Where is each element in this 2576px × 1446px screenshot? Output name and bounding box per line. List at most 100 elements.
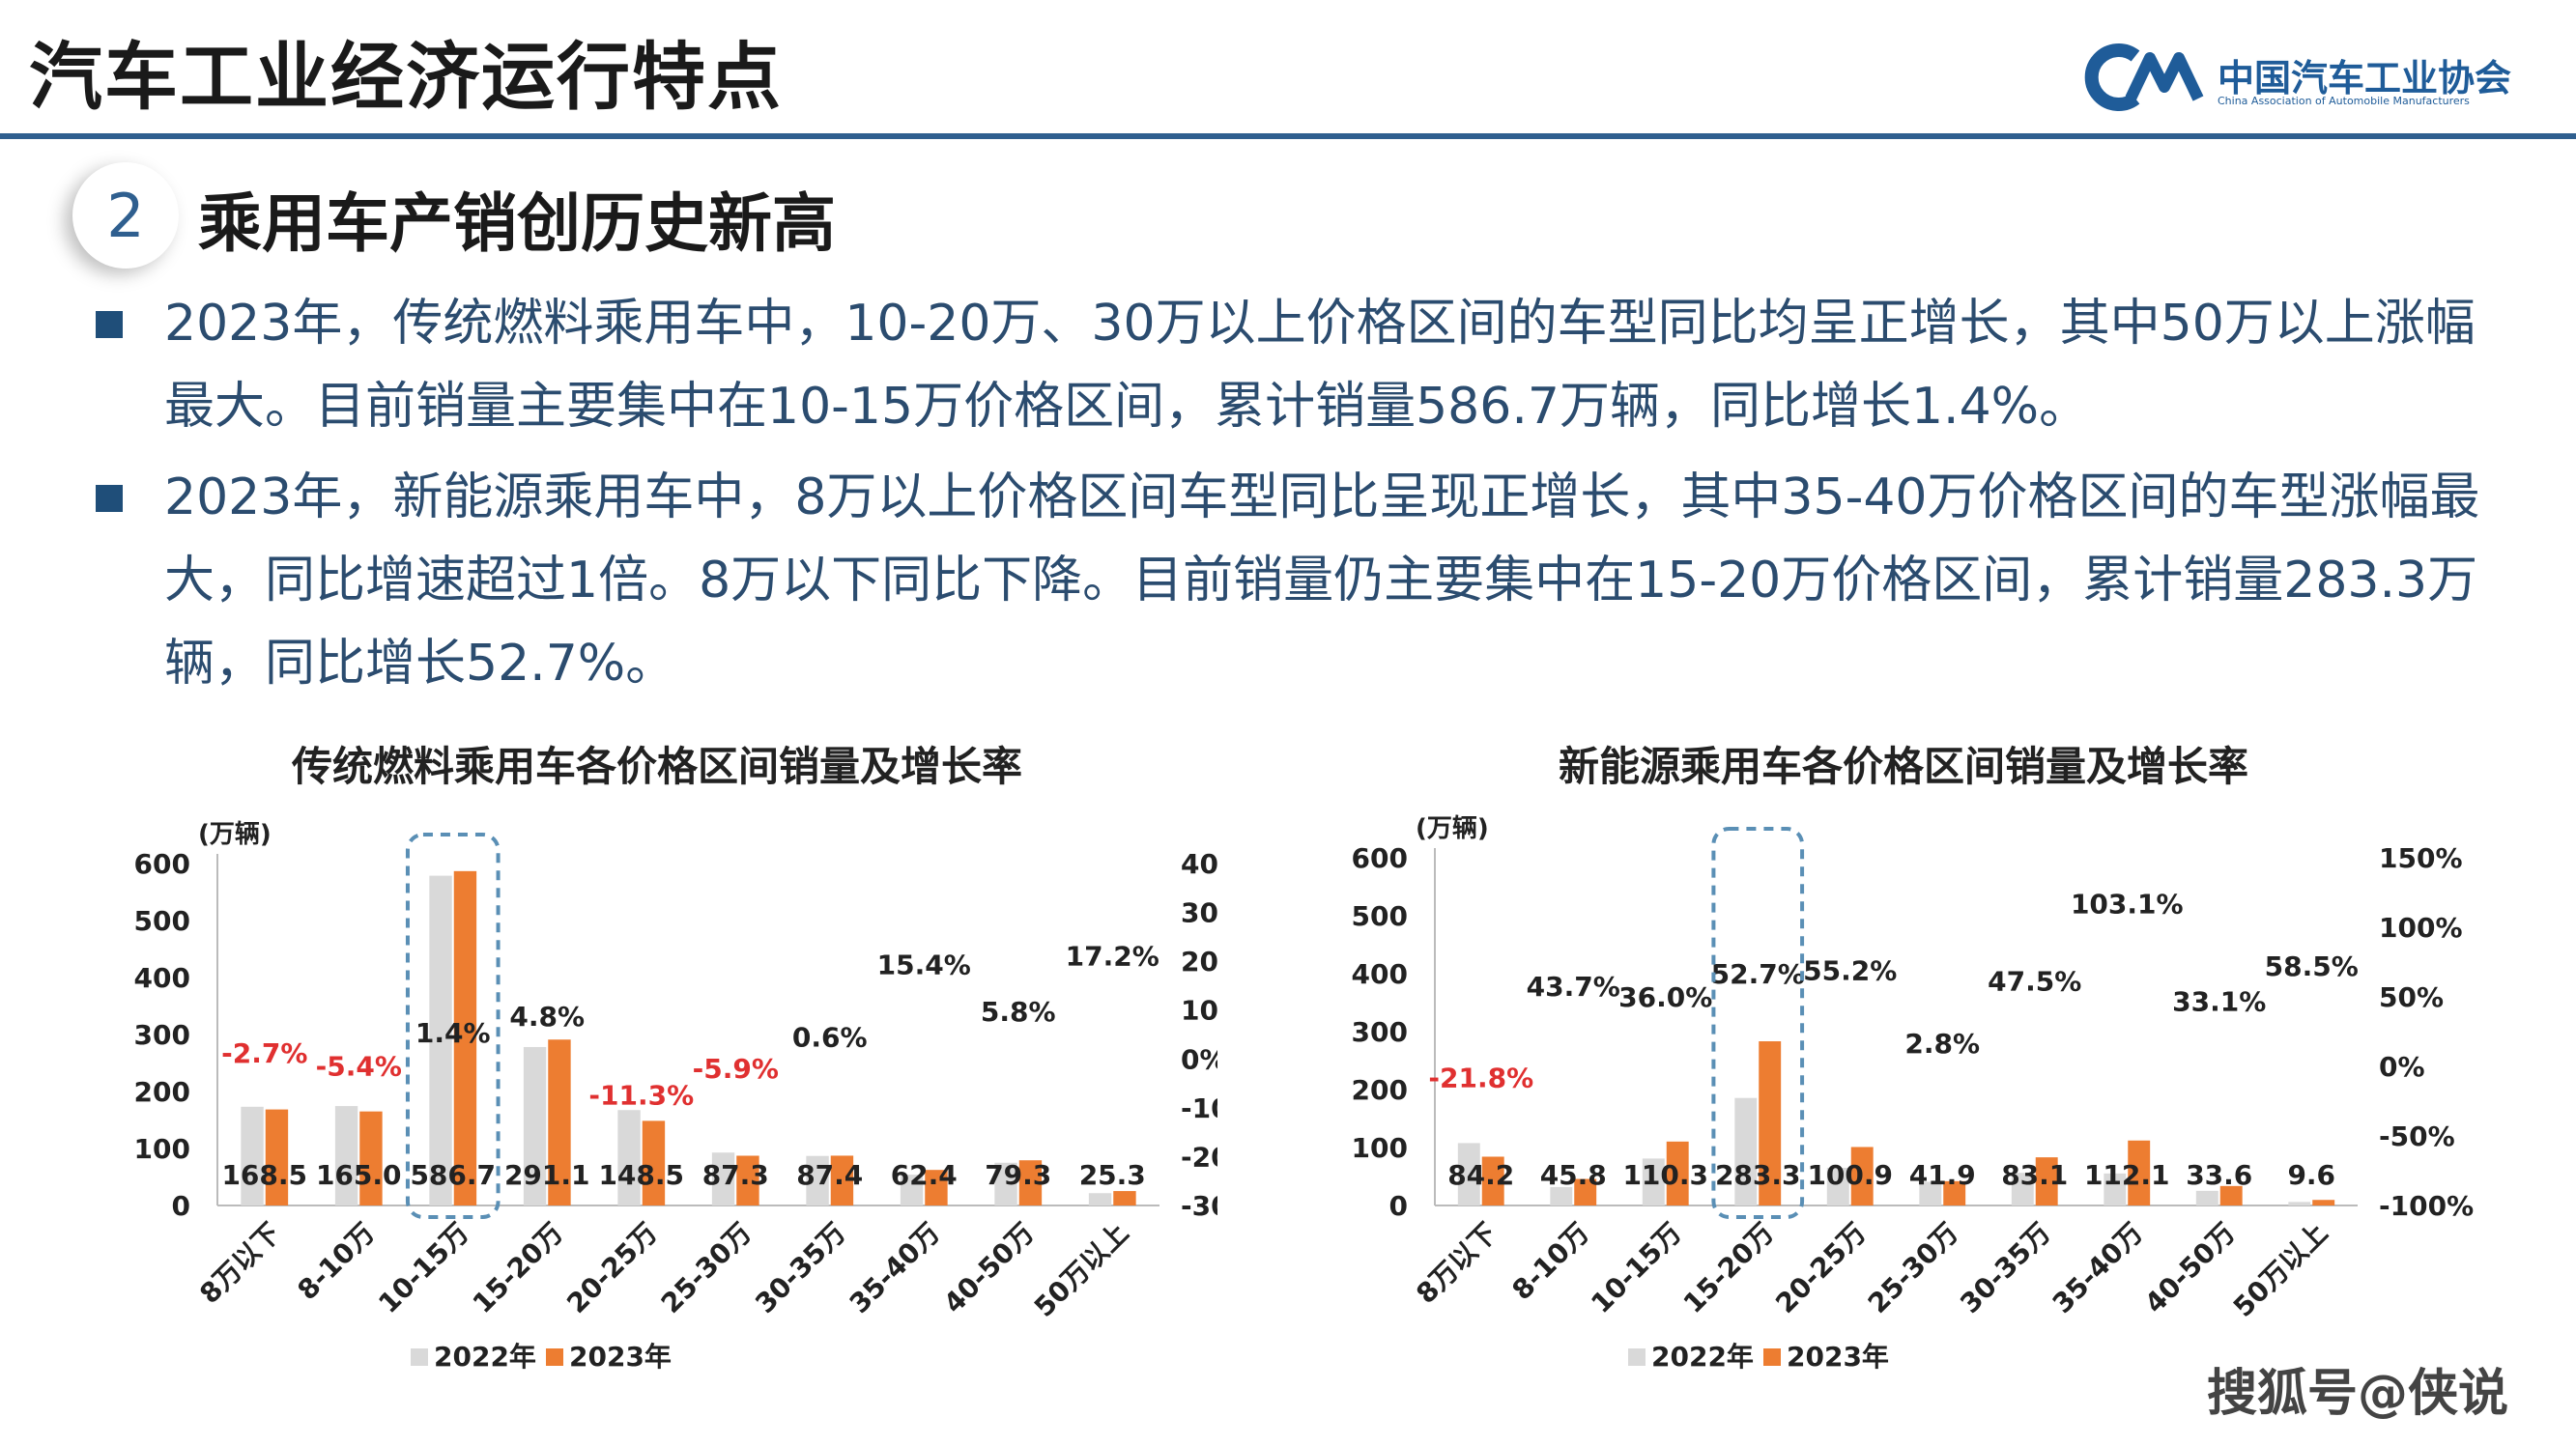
bar-value-label: 41.9 [1909, 1159, 1976, 1191]
logo-text-en: China Association of Automobile Manufact… [2218, 95, 2470, 107]
y2-tick-label: -30% [1181, 1190, 1217, 1222]
growth-rate-label: 58.5% [2265, 950, 2359, 982]
y-tick-label: 300 [134, 1019, 190, 1051]
bar-2022 [1919, 1181, 1942, 1205]
growth-rate-label: 2.8% [1904, 1028, 1980, 1060]
bar-2023 [453, 870, 477, 1205]
bar-value-label: 148.5 [598, 1159, 684, 1191]
bar-2023 [1018, 1160, 1043, 1205]
bar-2022 [994, 1162, 1017, 1205]
growth-rate-label: 4.8% [509, 1001, 585, 1033]
bullet-item: 2023年，新能源乘用车中，8万以上价格区间车型同比呈现正增长，其中35-40万… [92, 456, 2507, 705]
growth-rate-label: 17.2% [1066, 940, 1159, 972]
bar-2022 [2288, 1202, 2311, 1205]
y2-tick-label: 0% [2379, 1051, 2425, 1083]
x-tick-label: 8万以下 [193, 1217, 287, 1311]
x-tick-label: 8-10万 [1506, 1217, 1596, 1307]
x-tick-label: 15-20万 [467, 1217, 569, 1319]
growth-rate-label: -21.8% [1428, 1062, 1533, 1093]
chart-svg: (万辆) 0 100 200 300 400 500 600 -30% -20% -10% 0% 10%… [134, 820, 1217, 1373]
bar-2022 [523, 1046, 547, 1205]
section-title: 乘用车产销创历史新高 [198, 186, 836, 261]
x-tick-label: 40-50万 [2138, 1217, 2241, 1319]
x-tick-label: 20-25万 [560, 1217, 663, 1319]
growth-rate-label: 47.5% [1988, 966, 2081, 998]
growth-rate-label: -5.9% [693, 1053, 779, 1085]
y2-tick-label: -10% [1181, 1092, 1217, 1124]
bar-2023 [1666, 1141, 1689, 1205]
y2-tick-label: 40% [1181, 848, 1217, 880]
growth-rate-label: -2.7% [221, 1037, 307, 1069]
bar-2022 [1642, 1158, 1665, 1205]
y2-tick-label: 20% [1181, 946, 1217, 978]
y2-tick-label: -20% [1181, 1141, 1217, 1173]
bar-value-label: 586.7 [410, 1159, 496, 1191]
bullet-list: 2023年，传统燃料乘用车中，10-20万、30万以上价格区间的车型同比均呈正增… [92, 282, 2507, 713]
bar-2022 [2195, 1190, 2218, 1205]
chart-traditional-fuel: 传统燃料乘用车各价格区间销量及增长率 (万辆) 0 100 200 300 400 500 6… [97, 734, 1217, 1410]
bar-2023 [642, 1120, 666, 1205]
legend-swatch-2023 [1763, 1348, 1781, 1366]
y-tick-label: 600 [134, 848, 190, 880]
x-tick-label: 25-30万 [1862, 1217, 1964, 1319]
bar-2022 [2104, 1173, 2127, 1205]
bar-2023 [1943, 1180, 1966, 1205]
bullet-text: 2023年，新能源乘用车中，8万以上价格区间车型同比呈现正增长，其中35-40万… [164, 468, 2480, 693]
bar-value-label: 62.4 [891, 1159, 958, 1191]
bullet-square-icon [96, 311, 123, 338]
growth-rate-label: 33.1% [2172, 985, 2266, 1017]
y-tick-label: 400 [134, 962, 190, 994]
growth-rate-label: 52.7% [1711, 958, 1805, 990]
y-tick-label: 100 [1352, 1132, 1408, 1164]
bar-2022 [617, 1110, 641, 1205]
bar-2023 [925, 1170, 948, 1205]
section-number: 2 [72, 162, 179, 269]
y2-tick-label: 0% [1181, 1043, 1217, 1075]
legend-swatch-2022 [411, 1348, 428, 1366]
x-tick-label: 20-25万 [1769, 1217, 1872, 1319]
y2-tick-label: 50% [2379, 981, 2444, 1013]
chart-svg: (万辆) 0 100 200 300 400 500 600 -100% -50% 0% 50% 100… [1352, 814, 2475, 1373]
legend-label-2023: 2023年 [569, 1341, 672, 1373]
legend-label-2022: 2022年 [1651, 1341, 1754, 1373]
growth-rate-label: 1.4% [415, 1017, 491, 1049]
x-tick-label: 8万以下 [1410, 1217, 1503, 1311]
x-tick-label: 15-20万 [1677, 1217, 1780, 1319]
bar-2022 [334, 1106, 358, 1205]
chart-new-energy: 新能源乘用车各价格区间销量及增长率 (万辆) 0 100 200 300 400 500 60… [1324, 734, 2483, 1410]
y2-tick-label: 30% [1181, 897, 1217, 929]
bar-2023 [265, 1109, 289, 1205]
y-tick-label: 300 [1352, 1016, 1408, 1048]
y-axis-unit-label: (万辆) [198, 820, 272, 849]
chart-title: 传统燃料乘用车各价格区间销量及增长率 [291, 743, 1022, 790]
bar-2022 [1734, 1097, 1758, 1205]
y-tick-label: 0 [172, 1190, 190, 1222]
legend-label-2022: 2022年 [434, 1341, 536, 1373]
x-tick-label: 10-15万 [1585, 1217, 1687, 1319]
bullet-text: 2023年，传统燃料乘用车中，10-20万、30万以上价格区间的车型同比均呈正增… [164, 295, 2476, 436]
bar-value-label: 87.4 [796, 1159, 863, 1191]
chart-title: 新能源乘用车各价格区间销量及增长率 [1558, 743, 2248, 790]
legend-swatch-2023 [546, 1348, 563, 1366]
bar-value-label: 110.3 [1622, 1159, 1708, 1191]
page-title: 汽车工业经济运行特点 [29, 34, 783, 120]
bar-value-label: 112.1 [2084, 1159, 2170, 1191]
legend-swatch-2022 [1628, 1348, 1646, 1366]
growth-rate-label: 36.0% [1618, 981, 1712, 1013]
bullet-square-icon [96, 485, 123, 512]
header-divider [0, 133, 2576, 139]
x-tick-label: 50万以上 [2227, 1217, 2333, 1323]
bar-2023 [359, 1111, 383, 1205]
growth-rate-label: -5.4% [316, 1051, 402, 1083]
y2-tick-label: 10% [1181, 995, 1217, 1027]
y-tick-label: 500 [134, 905, 190, 937]
header: 汽车工业经济运行特点 中国汽车工业协会 China Association of… [0, 0, 2576, 139]
x-tick-label: 50万以上 [1028, 1217, 1134, 1323]
y-tick-label: 0 [1389, 1190, 1408, 1222]
bar-value-label: 25.3 [1079, 1159, 1146, 1191]
growth-rate-label: 15.4% [877, 949, 971, 980]
bar-2023 [736, 1155, 759, 1205]
bar-2023 [1759, 1041, 1782, 1205]
y-tick-label: 200 [134, 1076, 190, 1108]
bar-2022 [806, 1155, 829, 1205]
